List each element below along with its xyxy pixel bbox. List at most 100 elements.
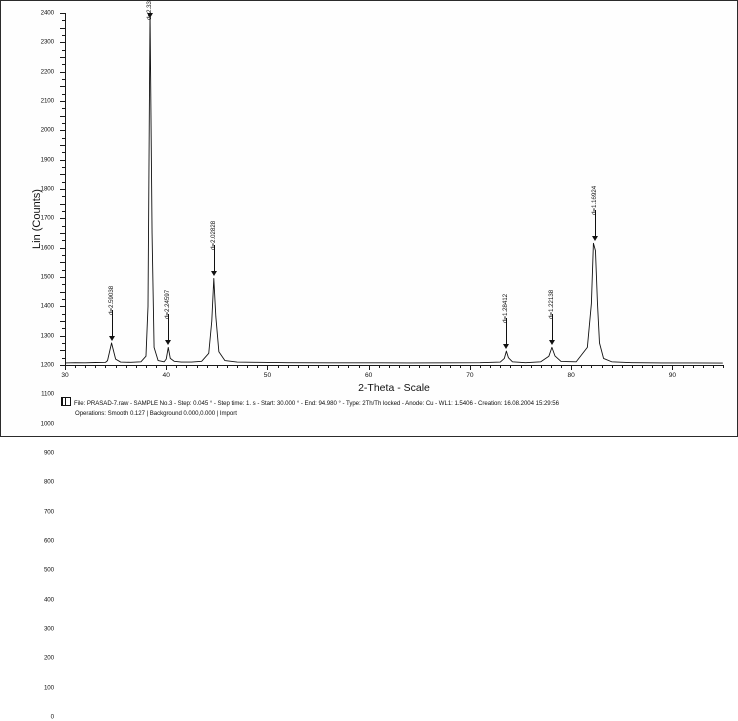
x-axis-tick-label: 80 <box>567 372 575 379</box>
y-axis-tick: 200 <box>44 335 65 662</box>
peak-leader-line <box>213 245 215 272</box>
y-axis-tick: 1100 <box>41 203 65 398</box>
x-axis-minor-tick <box>520 365 522 368</box>
peak-d-spacing-label: d=2.59038 <box>107 285 115 315</box>
x-axis-tick-label: 40 <box>162 372 170 379</box>
y-axis-tick: 700 <box>44 262 65 515</box>
y-axis-tick: 800 <box>44 247 65 486</box>
pattern-swatch-icon <box>61 397 71 406</box>
y-axis-minor-tick <box>62 269 65 271</box>
y-axis-tick: 600 <box>44 277 65 545</box>
x-axis-minor-tick <box>95 365 97 368</box>
y-axis-tick: 1200 <box>41 189 65 369</box>
caption-file-text: File: PRASAD-7.raw - SAMPLE No.3 - Step:… <box>74 400 559 407</box>
y-axis-tick: 2100 <box>41 57 65 105</box>
y-axis-minor-tick <box>62 225 65 227</box>
x-axis-minor-tick <box>297 365 299 368</box>
x-axis-minor-tick <box>449 365 451 368</box>
x-axis-tick-label: 90 <box>668 372 677 379</box>
x-axis-tick <box>65 365 66 370</box>
y-axis-minor-tick <box>62 211 65 212</box>
x-axis-minor-tick <box>459 365 461 368</box>
x-axis-minor-tick <box>307 365 309 368</box>
y-axis-tick-label: 400 <box>43 596 54 604</box>
x-axis-minor-tick <box>399 365 401 368</box>
x-axis-tick-label: 30 <box>61 372 69 379</box>
y-axis-minor-tick <box>62 284 65 286</box>
y-axis-tick-label: 1200 <box>40 361 54 369</box>
x-tick-layer: 30 40 50 60 70 80 90 <box>61 365 724 387</box>
x-axis-minor-tick <box>388 365 390 368</box>
y-axis-tick: 2400 <box>41 10 65 17</box>
y-axis-tick: 400 <box>44 306 65 603</box>
x-axis-tick <box>267 365 269 370</box>
peak-leader-line <box>595 210 597 237</box>
x-axis-minor-tick <box>439 365 441 368</box>
y-axis-tick: 1900 <box>41 86 65 163</box>
y-axis-tick-label: 1800 <box>40 185 54 193</box>
x-axis-minor-tick <box>591 365 593 368</box>
x-axis-minor-tick <box>206 365 208 368</box>
x-axis-minor-tick <box>247 365 249 368</box>
peak-d-spacing-label: d=1.22138 <box>547 290 555 320</box>
x-axis-title: 2-Theta - Scale <box>358 382 430 394</box>
y-axis-tick-label: 2000 <box>40 126 54 134</box>
y-axis-minor-tick <box>62 20 65 22</box>
x-axis-minor-tick <box>348 365 350 368</box>
y-axis-minor-tick <box>62 328 65 330</box>
y-axis-minor-tick <box>62 79 65 80</box>
y-axis-minor-tick <box>62 240 65 242</box>
x-axis-minor-tick <box>85 365 87 368</box>
x-axis-tick-label: 70 <box>466 372 474 379</box>
x-axis-minor-tick <box>561 365 563 368</box>
y-axis-minor-tick <box>62 35 65 36</box>
x-axis-minor-tick <box>429 365 431 368</box>
y-axis-tick-label: 500 <box>43 566 54 574</box>
x-axis-minor-tick <box>662 365 664 368</box>
x-axis-minor-tick <box>216 365 218 368</box>
x-axis-minor-tick <box>490 365 492 368</box>
x-axis-minor-tick <box>682 365 684 368</box>
y-axis-tick: 1000 <box>41 218 65 427</box>
y-axis-tick-label: 2100 <box>40 97 54 105</box>
y-axis-tick-label: 2200 <box>40 68 54 76</box>
plot-area: 0 100 200 300 400 500 600 700 800 900 1000 1100 1200… <box>41 0 723 721</box>
x-axis-minor-tick <box>186 365 188 368</box>
y-axis-tick-label: 800 <box>43 478 54 486</box>
x-axis-minor-tick <box>621 365 623 368</box>
y-axis-tick-label: 1100 <box>41 390 54 398</box>
x-axis-minor-tick <box>631 365 633 368</box>
peak-leader-line <box>506 318 508 345</box>
y-axis-minor-tick <box>62 137 65 139</box>
peak-d-spacing-label: d=2.24597 <box>164 290 172 320</box>
x-axis-minor-tick <box>652 365 654 368</box>
x-axis-minor-tick <box>611 365 613 368</box>
x-axis-minor-tick <box>723 365 724 368</box>
y-axis-minor-tick <box>62 49 65 51</box>
y-axis-tick: 500 <box>44 291 65 574</box>
peak-d-spacing-label: d=1.16924 <box>591 186 599 216</box>
y-axis-tick: 100 <box>44 350 65 691</box>
peak-marker <box>165 340 172 346</box>
x-axis-minor-tick <box>338 365 340 368</box>
x-axis-minor-tick <box>540 365 542 368</box>
y-axis-tick-label: 700 <box>43 508 54 516</box>
figure-caption: File: PRASAD-7.raw - SAMPLE No.3 - Step:… <box>61 397 701 419</box>
x-axis-minor-tick <box>176 365 178 368</box>
y-axis-minor-tick <box>62 181 65 183</box>
y-axis-tick-label: 2300 <box>40 38 54 46</box>
y-axis-tick: 1500 <box>41 145 65 281</box>
x-axis-minor-tick <box>277 365 279 368</box>
y-axis-line <box>65 13 66 365</box>
y-axis-minor-tick <box>62 299 65 300</box>
y-axis-tick-label: 300 <box>43 625 54 633</box>
y-axis-tick-label: 1700 <box>40 214 54 222</box>
x-axis-minor-tick <box>328 365 330 368</box>
diffraction-trace <box>64 12 723 364</box>
caption-line-file: File: PRASAD-7.raw - SAMPLE No.3 - Step:… <box>61 397 701 409</box>
y-axis-minor-tick <box>62 152 65 154</box>
y-axis-minor-tick <box>62 357 65 359</box>
x-axis-minor-tick <box>115 365 117 368</box>
y-axis-tick-label: 1900 <box>40 156 54 164</box>
y-axis-minor-tick <box>62 255 65 256</box>
